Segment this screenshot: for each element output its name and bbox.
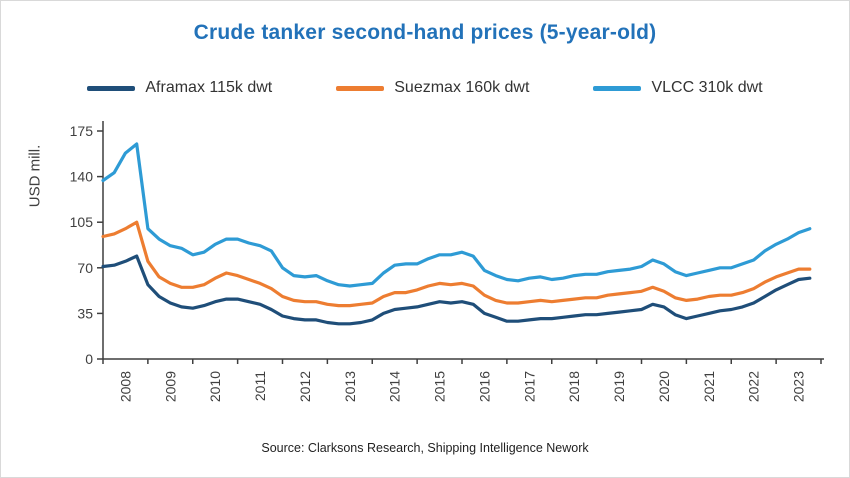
svg-text:2011: 2011 bbox=[252, 371, 268, 401]
svg-text:2020: 2020 bbox=[656, 371, 672, 402]
legend-item-vlcc: VLCC 310k dwt bbox=[593, 79, 763, 97]
vlcc-line-swatch-icon bbox=[593, 85, 642, 91]
suezmax-line-swatch-icon bbox=[336, 85, 385, 91]
svg-text:2015: 2015 bbox=[432, 371, 448, 402]
svg-text:2021: 2021 bbox=[701, 371, 717, 402]
svg-text:2010: 2010 bbox=[207, 371, 223, 402]
svg-text:105: 105 bbox=[70, 214, 94, 230]
source-note: Source: Clarksons Research, Shipping Int… bbox=[261, 441, 589, 455]
svg-text:140: 140 bbox=[70, 169, 94, 185]
svg-text:2016: 2016 bbox=[476, 371, 492, 402]
svg-text:2012: 2012 bbox=[297, 371, 313, 402]
legend-item-aframax: Aframax 115k dwt bbox=[87, 79, 272, 97]
svg-text:2022: 2022 bbox=[746, 371, 762, 402]
chart-title: Crude tanker second-hand prices (5-year-… bbox=[193, 21, 657, 44]
legend-label-suezmax: Suezmax 160k dwt bbox=[394, 79, 530, 96]
svg-text:2013: 2013 bbox=[342, 371, 358, 402]
svg-text:2018: 2018 bbox=[566, 371, 582, 402]
svg-text:2009: 2009 bbox=[162, 371, 178, 402]
svg-text:2008: 2008 bbox=[117, 371, 133, 402]
svg-text:70: 70 bbox=[77, 260, 93, 276]
svg-text:0: 0 bbox=[85, 351, 93, 367]
svg-text:35: 35 bbox=[77, 305, 93, 321]
svg-text:2023: 2023 bbox=[791, 371, 807, 402]
line-chart: 0 35 70 105 140 175 2008 2009 2010 2011 2012 2013 20… bbox=[70, 121, 824, 402]
svg-text:175: 175 bbox=[70, 123, 94, 139]
svg-text:2017: 2017 bbox=[521, 371, 537, 402]
chart-legend: Aframax 115k dwt Suezmax 160k dwt VLCC 3… bbox=[1, 79, 849, 97]
legend-label-aframax: Aframax 115k dwt bbox=[145, 79, 273, 96]
legend-label-vlcc: VLCC 310k dwt bbox=[651, 79, 763, 96]
svg-text:2019: 2019 bbox=[611, 371, 627, 402]
aframax-line-swatch-icon bbox=[87, 85, 136, 91]
svg-text:2014: 2014 bbox=[387, 371, 403, 402]
legend-item-suezmax: Suezmax 160k dwt bbox=[336, 79, 529, 97]
